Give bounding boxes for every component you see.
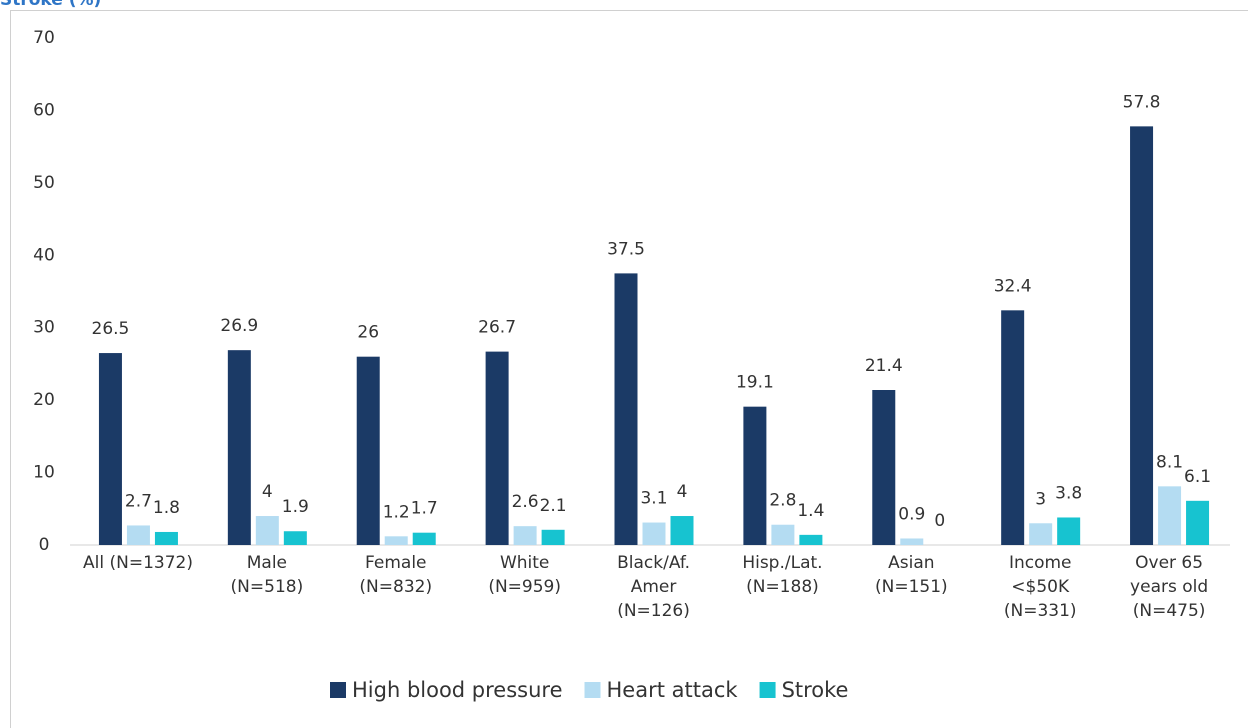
data-label: 26	[357, 323, 379, 343]
y-tick-label: 10	[33, 463, 55, 483]
x-tick-label: Black/Af. Amer (N=126)	[617, 553, 690, 621]
legend-label: Heart attack	[607, 678, 739, 702]
data-label: 1.9	[282, 497, 309, 517]
data-label: 57.8	[1123, 92, 1161, 112]
y-tick-label: 70	[33, 28, 55, 48]
bar	[1186, 500, 1210, 545]
data-label: 19.1	[736, 373, 774, 393]
data-label: 26.5	[92, 319, 130, 339]
bar	[126, 525, 150, 545]
data-label: 37.5	[607, 239, 645, 259]
data-label: 26.7	[478, 318, 516, 338]
y-tick-label: 50	[33, 173, 55, 193]
x-tick-label: Over 65 years old (N=475)	[1130, 553, 1209, 621]
y-tick-label: 30	[33, 318, 55, 338]
bar	[900, 538, 924, 545]
chart-frame	[10, 10, 1248, 728]
bar	[283, 531, 307, 545]
data-label: 2.8	[769, 491, 796, 511]
data-label: 1.2	[383, 502, 410, 522]
data-label: 3.8	[1055, 483, 1082, 503]
data-label: 6.1	[1184, 467, 1211, 487]
bar	[384, 536, 408, 545]
data-label: 26.9	[220, 316, 258, 336]
data-label: 1.8	[153, 498, 180, 518]
bar	[255, 516, 279, 545]
bar	[541, 529, 565, 545]
x-tick-label: Income <$50K (N=331)	[1003, 553, 1077, 621]
bar	[670, 516, 694, 545]
bar	[513, 526, 537, 545]
data-label: 0.9	[898, 504, 925, 524]
bar	[1029, 523, 1053, 545]
bar	[356, 356, 380, 545]
bar	[799, 534, 823, 545]
legend-label: High blood pressure	[352, 678, 563, 702]
legend-swatch	[759, 682, 776, 698]
data-label: 2.7	[125, 491, 152, 511]
legend-swatch	[584, 682, 601, 698]
x-tick-label: Asian (N=151)	[874, 553, 948, 597]
bar	[154, 531, 178, 545]
data-label: 0	[934, 511, 945, 531]
x-tick-label: White (N=959)	[488, 553, 561, 597]
legend-swatch	[330, 682, 346, 698]
legend-label: Stroke	[782, 678, 849, 702]
data-label: 21.4	[865, 356, 903, 376]
x-tick-label: Male (N=518)	[230, 553, 304, 597]
data-label: 3.1	[640, 489, 667, 509]
data-label: 2.1	[540, 496, 567, 516]
x-tick-label: Hisp./Lat. (N=188)	[742, 553, 823, 597]
bar	[1158, 486, 1182, 545]
bar	[614, 273, 638, 545]
data-label: 4	[677, 482, 688, 502]
bar	[412, 532, 436, 545]
data-label: 32.4	[994, 276, 1032, 296]
data-label: 2.6	[512, 492, 539, 512]
bar	[771, 524, 795, 545]
y-tick-label: 0	[39, 535, 50, 555]
bar	[872, 390, 896, 545]
x-tick-label: Female (N=832)	[359, 553, 433, 597]
x-tick-label: All (N=1372)	[83, 553, 193, 573]
data-label: 4	[262, 482, 273, 502]
y-tick-label: 20	[33, 390, 55, 410]
y-tick-label: 60	[33, 100, 55, 120]
bar	[227, 350, 251, 545]
bar	[743, 406, 767, 545]
bar	[1130, 126, 1154, 545]
y-tick-label: 40	[33, 245, 55, 265]
bar	[1001, 310, 1025, 545]
data-label: 1.7	[411, 499, 438, 519]
bar	[98, 353, 122, 545]
chart-title: Stroke (%)	[0, 0, 102, 10]
bar	[642, 522, 666, 545]
bar	[1057, 517, 1081, 545]
bar	[485, 351, 509, 545]
data-label: 3	[1035, 489, 1046, 509]
data-label: 8.1	[1156, 452, 1183, 472]
data-label: 1.4	[797, 501, 824, 521]
